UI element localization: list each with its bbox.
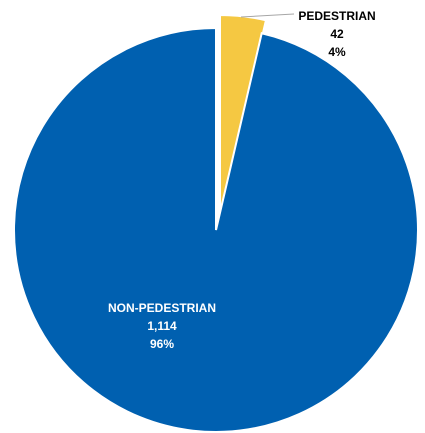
pedestrian-label: PEDESTRIAN bbox=[298, 9, 375, 23]
non-pedestrian-percent: 96% bbox=[150, 337, 174, 351]
pie-slice-non-pedestrian bbox=[12, 26, 419, 433]
pie-slices bbox=[12, 13, 419, 433]
pedestrian-value: 42 bbox=[330, 27, 344, 41]
pedestrian-data-label: PEDESTRIAN 42 4% bbox=[298, 9, 375, 59]
pedestrian-percent: 4% bbox=[328, 45, 346, 59]
non-pedestrian-value: 1,114 bbox=[147, 319, 177, 333]
non-pedestrian-label: NON-PEDESTRIAN bbox=[108, 301, 216, 315]
pedestrian-leader-line bbox=[240, 13, 295, 18]
non-pedestrian-data-label: NON-PEDESTRIAN 1,114 96% bbox=[108, 301, 216, 351]
